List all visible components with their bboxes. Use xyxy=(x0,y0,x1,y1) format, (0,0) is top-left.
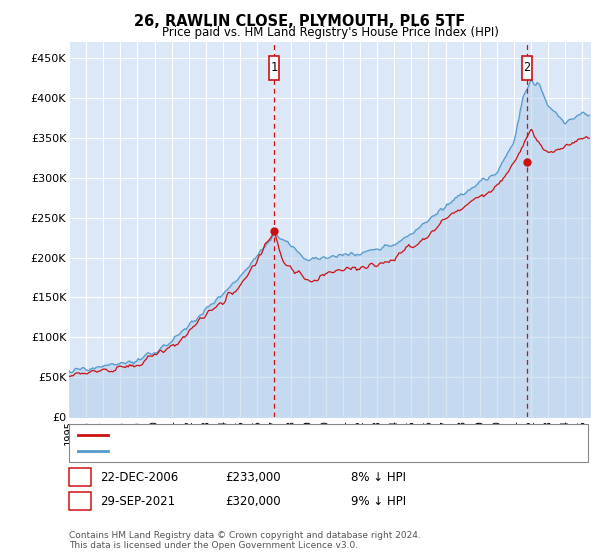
Text: 1: 1 xyxy=(76,470,83,484)
Bar xyxy=(522,55,532,80)
Text: 26, RAWLIN CLOSE, PLYMOUTH, PL6 5TF: 26, RAWLIN CLOSE, PLYMOUTH, PL6 5TF xyxy=(134,14,466,29)
Text: 22-DEC-2006: 22-DEC-2006 xyxy=(100,470,178,484)
Text: Contains HM Land Registry data © Crown copyright and database right 2024.
This d: Contains HM Land Registry data © Crown c… xyxy=(69,530,421,550)
Text: 26, RAWLIN CLOSE, PLYMOUTH, PL6 5TF (detached house): 26, RAWLIN CLOSE, PLYMOUTH, PL6 5TF (det… xyxy=(114,430,415,440)
Text: 1: 1 xyxy=(271,61,277,74)
Bar xyxy=(269,55,278,80)
Text: HPI: Average price, detached house, City of Plymouth: HPI: Average price, detached house, City… xyxy=(114,446,394,456)
Title: Price paid vs. HM Land Registry's House Price Index (HPI): Price paid vs. HM Land Registry's House … xyxy=(161,26,499,39)
Text: 8% ↓ HPI: 8% ↓ HPI xyxy=(351,470,406,484)
Text: 2: 2 xyxy=(523,61,530,74)
Text: 9% ↓ HPI: 9% ↓ HPI xyxy=(351,494,406,508)
Text: 2: 2 xyxy=(76,494,83,508)
Text: 29-SEP-2021: 29-SEP-2021 xyxy=(100,494,175,508)
Text: £233,000: £233,000 xyxy=(225,470,281,484)
Text: £320,000: £320,000 xyxy=(225,494,281,508)
